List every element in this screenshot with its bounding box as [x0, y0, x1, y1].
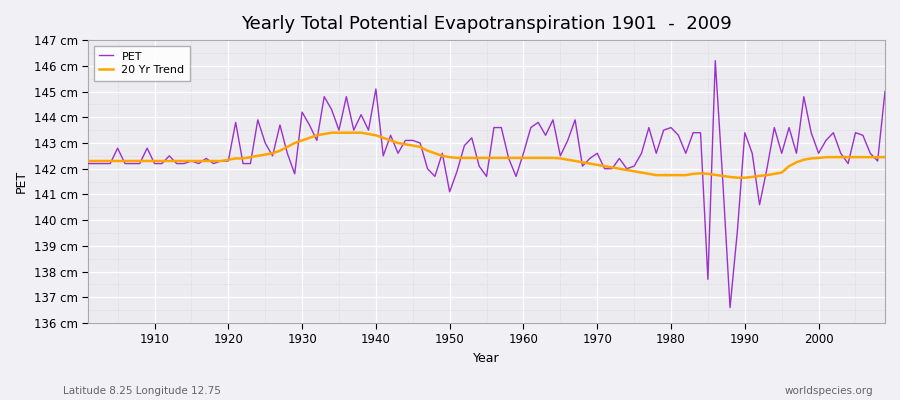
PET: [518, 151, 529, 156]
Text: worldspecies.org: worldspecies.org: [785, 386, 873, 396]
Title: Yearly Total Potential Evapotranspiration 1901  -  2009: Yearly Total Potential Evapotranspiratio…: [241, 15, 732, 33]
PET: [710, 58, 721, 63]
PET: [141, 146, 152, 150]
PET: [348, 128, 359, 132]
20 Yr Trend: [141, 158, 152, 163]
20 Yr Trend: [356, 130, 366, 135]
PET: [724, 305, 735, 310]
20 Yr Trend: [304, 136, 315, 140]
20 Yr Trend: [326, 130, 337, 135]
Line: 20 Yr Trend: 20 Yr Trend: [88, 133, 885, 178]
X-axis label: Year: Year: [473, 352, 500, 365]
20 Yr Trend: [879, 155, 890, 160]
PET: [510, 174, 521, 179]
PET: [83, 161, 94, 166]
20 Yr Trend: [526, 156, 536, 160]
Line: PET: PET: [88, 61, 885, 308]
20 Yr Trend: [83, 158, 94, 163]
Y-axis label: PET: PET: [15, 170, 28, 193]
PET: [607, 166, 617, 171]
Legend: PET, 20 Yr Trend: PET, 20 Yr Trend: [94, 46, 190, 81]
20 Yr Trend: [732, 175, 742, 180]
20 Yr Trend: [518, 156, 529, 160]
20 Yr Trend: [614, 166, 625, 171]
PET: [304, 122, 315, 127]
Text: Latitude 8.25 Longitude 12.75: Latitude 8.25 Longitude 12.75: [63, 386, 220, 396]
PET: [879, 89, 890, 94]
